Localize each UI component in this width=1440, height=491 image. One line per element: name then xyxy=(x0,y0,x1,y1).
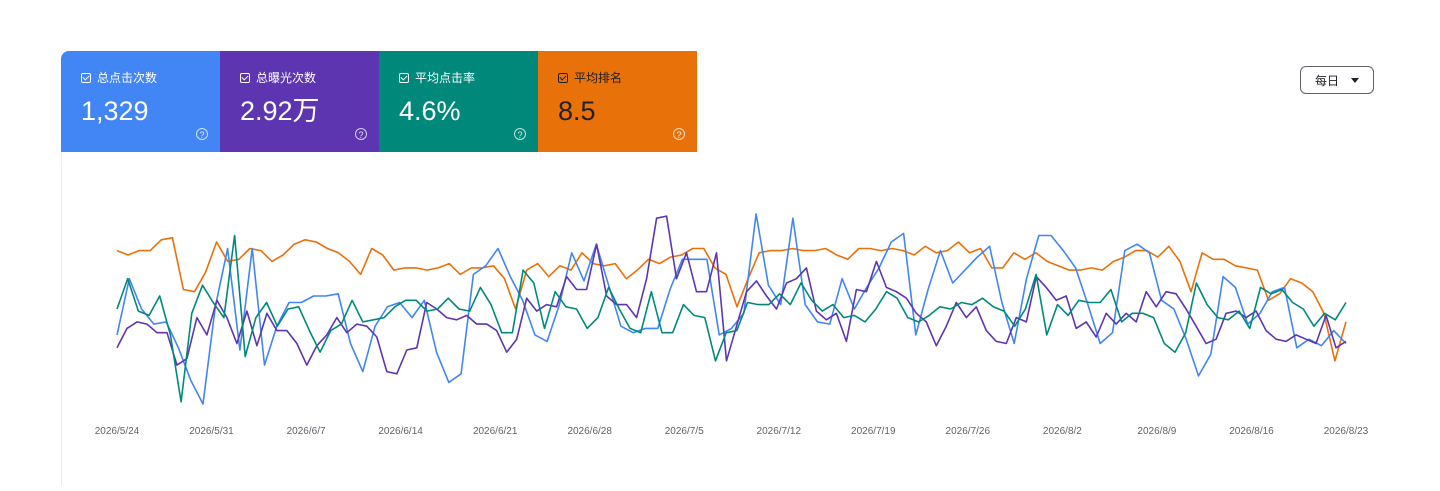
help-icon[interactable]: ? xyxy=(355,128,367,140)
dropdown-label: 每日 xyxy=(1315,73,1340,88)
card-value: 1,329 xyxy=(81,96,149,126)
series-line-3 xyxy=(116,234,1347,403)
card-label: 平均点击率 xyxy=(415,71,476,85)
average-position-card[interactable]: 平均排名 8.5 ? xyxy=(538,51,697,152)
x-tick-label: 2026/8/9 xyxy=(1137,426,1176,437)
granularity-dropdown[interactable]: 每日 xyxy=(1300,66,1374,94)
caret-down-icon xyxy=(1351,78,1359,83)
x-tick-label: 2026/7/12 xyxy=(757,426,802,437)
card-label: 总曝光次数 xyxy=(256,71,317,85)
x-tick-label: 2026/8/2 xyxy=(1043,426,1082,437)
series-line-1 xyxy=(116,213,1347,405)
series-line-0 xyxy=(116,236,1347,362)
x-tick-label: 2026/7/26 xyxy=(946,426,991,437)
x-tick-label: 2026/6/21 xyxy=(473,426,518,437)
total-clicks-card[interactable]: 总点击次数 1,329 ? xyxy=(61,51,220,152)
x-tick-label: 2026/6/28 xyxy=(567,426,612,437)
metric-cards: 总点击次数 1,329 ? 总曝光次数 2.92万 ? 平均点击率 4.6% ?… xyxy=(61,51,697,152)
x-tick-label: 2026/6/7 xyxy=(287,426,326,437)
x-tick-label: 2026/6/14 xyxy=(378,426,423,437)
help-icon[interactable]: ? xyxy=(673,128,685,140)
average-ctr-card[interactable]: 平均点击率 4.6% ? xyxy=(379,51,538,152)
x-tick-label: 2026/7/5 xyxy=(665,426,704,437)
checkbox-checked-icon[interactable] xyxy=(81,73,91,83)
card-label: 平均排名 xyxy=(574,71,623,85)
x-tick-label: 2026/8/16 xyxy=(1229,426,1274,437)
card-value: 2.92万 xyxy=(240,96,320,126)
help-icon[interactable]: ? xyxy=(514,128,526,140)
x-tick-label: 2026/7/19 xyxy=(851,426,896,437)
total-impressions-card[interactable]: 总曝光次数 2.92万 ? xyxy=(220,51,379,152)
card-value: 4.6% xyxy=(399,96,461,126)
series-line-2 xyxy=(116,215,1347,375)
checkbox-checked-icon[interactable] xyxy=(558,73,568,83)
card-value: 8.5 xyxy=(558,96,596,126)
x-tick-label: 2026/8/23 xyxy=(1324,426,1369,437)
x-tick-label: 2026/5/24 xyxy=(95,426,140,437)
card-label: 总点击次数 xyxy=(97,71,158,85)
checkbox-checked-icon[interactable] xyxy=(240,73,250,83)
x-tick-label: 2026/5/31 xyxy=(189,426,234,437)
checkbox-checked-icon[interactable] xyxy=(399,73,409,83)
help-icon[interactable]: ? xyxy=(196,128,208,140)
